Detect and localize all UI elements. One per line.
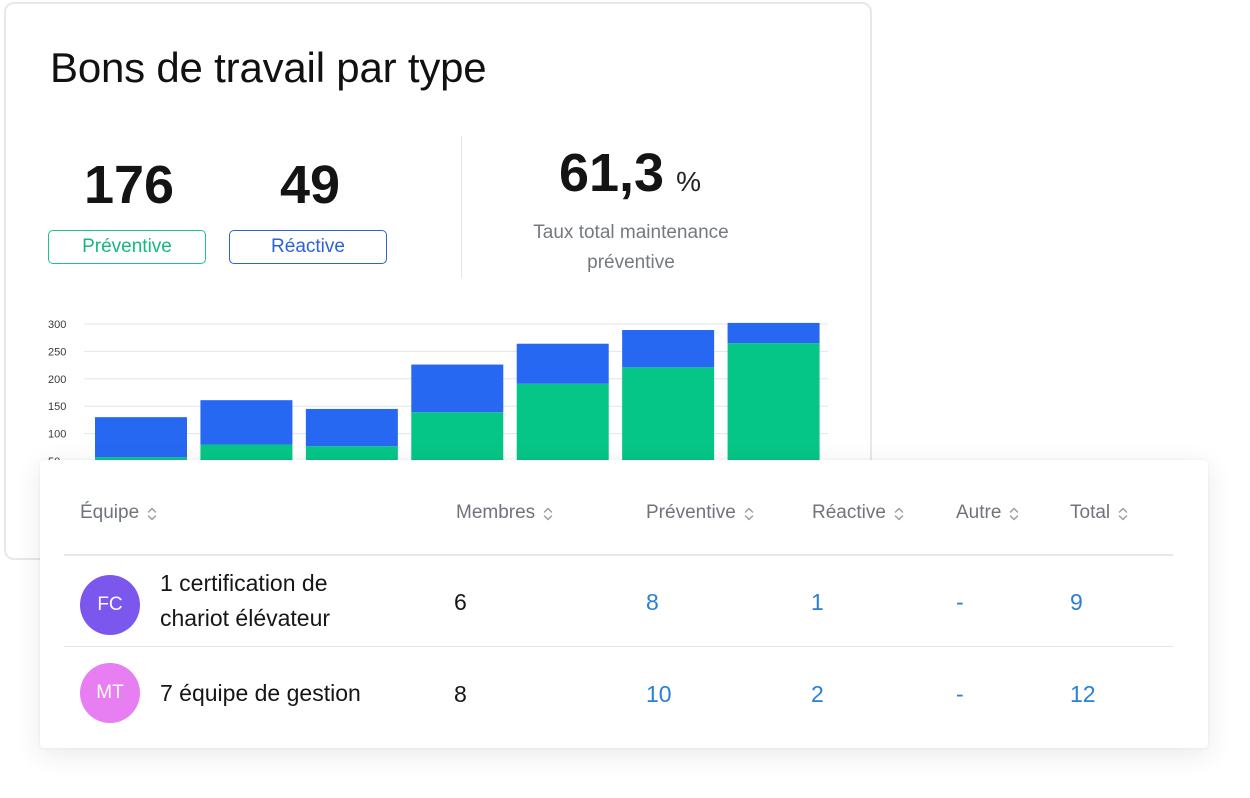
header-divider xyxy=(64,554,1173,556)
column-header-other-label: Autre xyxy=(956,502,1002,523)
sort-icon[interactable] xyxy=(147,506,157,528)
sort-icon[interactable] xyxy=(543,506,553,528)
column-header-team[interactable]: Équipe xyxy=(80,502,157,528)
column-header-other[interactable]: Autre xyxy=(956,502,1019,528)
y-tick-label: 250 xyxy=(48,346,66,358)
bar-reactive[interactable] xyxy=(200,400,293,445)
team-name-line: 7 équipe de gestion xyxy=(160,680,361,706)
team-name-line: 1 certification de xyxy=(160,570,328,596)
other-cell: - xyxy=(956,589,964,615)
preventive-rate-unit: % xyxy=(676,166,701,197)
reactive-badge[interactable]: Réactive xyxy=(229,230,387,264)
bar-reactive[interactable] xyxy=(727,322,820,344)
stats-divider xyxy=(461,136,462,278)
total-cell-link[interactable]: 9 xyxy=(1070,589,1083,615)
sort-icon[interactable] xyxy=(744,506,754,528)
bar-reactive[interactable] xyxy=(95,417,187,458)
preventive-rate-value: 61,3 xyxy=(558,143,665,203)
bar-reactive[interactable] xyxy=(411,364,504,413)
preventive-rate-label: Taux total maintenance préventive xyxy=(533,222,729,273)
members-cell: 8 xyxy=(454,681,467,707)
y-tick-label: 100 xyxy=(48,429,66,441)
column-header-total-label: Total xyxy=(1070,502,1111,523)
sort-icon[interactable] xyxy=(1009,506,1019,528)
column-header-team-label: Équipe xyxy=(80,502,140,523)
bar-reactive[interactable] xyxy=(305,408,398,447)
avatar: FC xyxy=(80,575,140,635)
bar-preventive[interactable] xyxy=(516,383,609,474)
y-tick-label: 300 xyxy=(48,319,66,331)
reactive-count: 49 xyxy=(279,155,341,215)
column-header-members-label: Membres xyxy=(456,502,536,523)
column-header-reactive-label: Réactive xyxy=(812,502,886,523)
preventive-cell-link[interactable]: 8 xyxy=(646,589,659,615)
sort-icon[interactable] xyxy=(894,506,904,528)
column-header-preventive[interactable]: Préventive xyxy=(646,502,754,528)
other-cell: - xyxy=(956,681,964,707)
column-header-members[interactable]: Membres xyxy=(456,502,553,528)
reactive-cell-link[interactable]: 2 xyxy=(811,681,824,707)
preventive-count: 176 xyxy=(83,155,175,215)
sort-icon[interactable] xyxy=(1118,506,1128,528)
y-tick-label: 150 xyxy=(48,401,66,413)
avatar: MT xyxy=(80,663,140,723)
bar-reactive[interactable] xyxy=(622,330,715,368)
preventive-cell-link[interactable]: 10 xyxy=(646,681,672,707)
members-cell: 6 xyxy=(454,589,467,615)
preventive-rate: 61,3% xyxy=(461,142,799,204)
work-orders-bar-chart: 30025020015010050 xyxy=(48,319,828,474)
card-title: Bons de travail par type xyxy=(50,44,487,91)
row-divider xyxy=(64,646,1173,647)
total-cell-link[interactable]: 12 xyxy=(1070,681,1096,707)
bar-reactive[interactable] xyxy=(516,343,609,384)
bar-preventive[interactable] xyxy=(622,367,715,474)
teams-table-card: Équipe Membres Préventive Réactive Autre… xyxy=(40,460,1208,748)
column-header-reactive[interactable]: Réactive xyxy=(812,502,904,528)
column-header-total[interactable]: Total xyxy=(1070,502,1128,528)
y-tick-label: 200 xyxy=(48,374,66,386)
team-name-link[interactable]: 7 équipe de gestion xyxy=(160,676,361,711)
column-header-preventive-label: Préventive xyxy=(646,502,736,523)
team-name-link[interactable]: 1 certification de chariot élévateur xyxy=(160,566,330,636)
bar-preventive[interactable] xyxy=(727,343,820,474)
team-name-line: chariot élévateur xyxy=(160,605,331,631)
preventive-badge[interactable]: Préventive xyxy=(48,230,206,264)
reactive-cell-link[interactable]: 1 xyxy=(811,589,824,615)
